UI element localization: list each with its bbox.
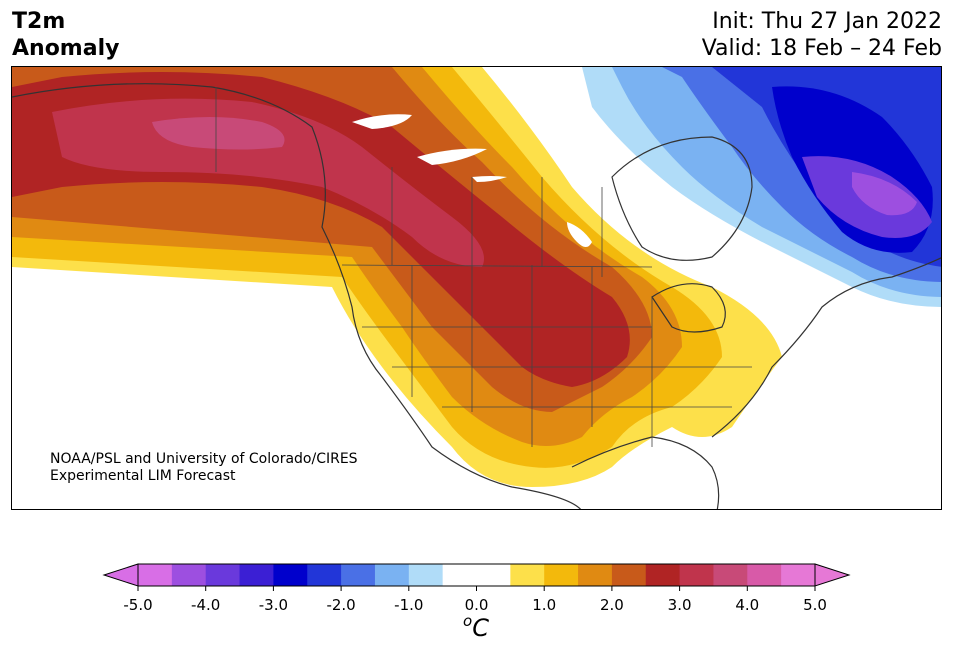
lake-winnipeg xyxy=(567,222,592,247)
colorbar-segment xyxy=(781,564,816,586)
colorbar-segment xyxy=(544,564,579,586)
colorbar-tick-label: -1.0 xyxy=(394,596,423,614)
colorbar-ticks: -5.0 -4.0 -3.0 -2.0 -1.0 0.0 1.0 2.0 3.0 4.0 5.0 xyxy=(123,586,827,614)
colorbar-tick-label: 4.0 xyxy=(735,596,759,614)
colorbar-tick-label: 5.0 xyxy=(803,596,827,614)
title-line-1: T2m xyxy=(12,9,66,34)
cool-band-7 xyxy=(852,172,917,216)
colorbar-tick-label: 0.0 xyxy=(465,596,489,614)
map-panel: NOAA/PSL and University of Colorado/CIRE… xyxy=(11,66,942,510)
colorbar-segment xyxy=(611,564,647,586)
colorbar-segment xyxy=(138,564,173,586)
colorbar-segment xyxy=(205,564,241,586)
colorbar-segment xyxy=(307,564,342,586)
great-bear-lake xyxy=(352,114,412,129)
colorbar-tick-label: -4.0 xyxy=(191,596,220,614)
valid-range: Valid: 18 Feb – 24 Feb xyxy=(701,36,942,61)
colorbar-extend-low xyxy=(102,563,139,587)
colorbar-tick-label: -2.0 xyxy=(326,596,355,614)
map-credit: NOAA/PSL and University of Colorado/CIRE… xyxy=(50,451,358,485)
colorbar-segment xyxy=(645,564,681,586)
colorbar-segment xyxy=(239,564,274,586)
forecast-info: Init: Thu 27 Jan 2022 Valid: 18 Feb – 24… xyxy=(702,8,942,62)
great-slave-lake xyxy=(417,148,487,165)
colorbar-unit-label: oC xyxy=(463,612,489,642)
warm-band-6 xyxy=(52,98,484,268)
colorbar-segment xyxy=(171,564,207,586)
colorbar-segment xyxy=(679,564,714,586)
gulf-coast-outline xyxy=(571,436,720,509)
east-coast-outline xyxy=(711,257,941,438)
colorbar-segment xyxy=(476,564,511,586)
colorbar-segment xyxy=(408,564,444,586)
colorbar-extend-high xyxy=(814,563,851,587)
anomaly-map xyxy=(12,67,941,509)
credit-line-1: NOAA/PSL and University of Colorado/CIRE… xyxy=(50,451,358,467)
colorbar-segment xyxy=(341,564,376,586)
credit-line-2: Experimental LIM Forecast xyxy=(50,468,236,484)
great-lakes-outline xyxy=(651,283,726,333)
coastlines xyxy=(12,83,941,509)
colorbar-segment xyxy=(374,564,410,586)
init-date: Init: Thu 27 Jan 2022 xyxy=(712,9,942,34)
colorbar-segment xyxy=(442,564,477,586)
colorbar-tick-label: 2.0 xyxy=(600,596,624,614)
lake-athabasca xyxy=(472,176,507,182)
colorbar-segment xyxy=(578,564,613,586)
warm-anomaly-region xyxy=(12,67,782,487)
political-borders xyxy=(215,87,752,447)
degree-sup: o xyxy=(463,612,473,630)
colorbar-segment xyxy=(510,564,545,586)
colorbar-segment xyxy=(273,564,308,586)
colorbar-tick-label: 3.0 xyxy=(668,596,692,614)
border-49th-parallel xyxy=(341,264,653,268)
lakes xyxy=(352,114,592,247)
cool-anomaly-region xyxy=(582,67,941,307)
west-coast-outline xyxy=(12,83,581,509)
title-line-2: Anomaly xyxy=(12,36,120,61)
colorbar-tick-label: -3.0 xyxy=(259,596,288,614)
colorbar-segment xyxy=(713,564,748,586)
colorbar-segment xyxy=(747,564,782,586)
colorbar-tick-label: 1.0 xyxy=(532,596,556,614)
warm-band-7 xyxy=(152,117,285,150)
unit-letter: C xyxy=(472,614,489,642)
hudson-bay-outline xyxy=(611,136,753,261)
map-title: T2m Anomaly xyxy=(12,8,119,62)
colorbar-segments xyxy=(102,563,851,587)
colorbar-tick-label: -5.0 xyxy=(123,596,152,614)
